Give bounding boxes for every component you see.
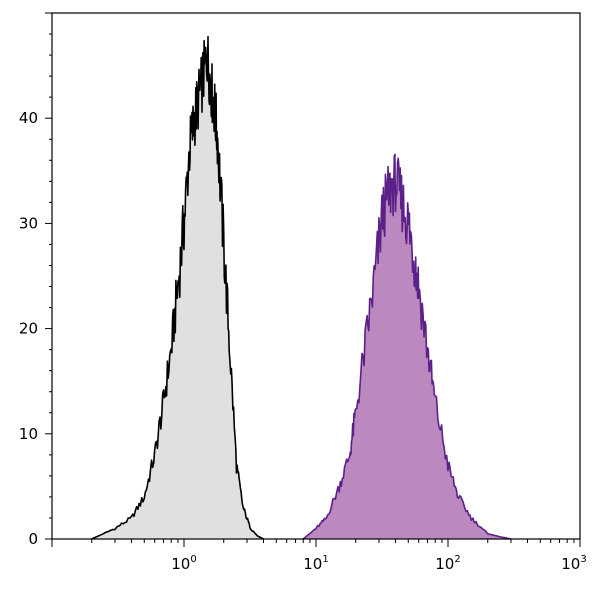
x-tick-label: 101 (303, 554, 328, 573)
x-tick-label: 102 (435, 554, 460, 573)
series-0-area (91, 36, 264, 539)
x-tick-label: 100 (171, 554, 196, 573)
x-tick-label: 103 (561, 554, 586, 573)
y-tick-label: 10 (19, 425, 38, 443)
series-0-outline (91, 35, 264, 540)
series-1-outline (302, 153, 512, 540)
series-1-area (303, 154, 511, 539)
y-tick-label: 30 (19, 214, 38, 232)
y-tick-label: 40 (19, 109, 38, 127)
plot-frame (51, 12, 581, 540)
y-tick-label: 20 (19, 320, 38, 338)
y-tick-label: 0 (28, 530, 38, 548)
